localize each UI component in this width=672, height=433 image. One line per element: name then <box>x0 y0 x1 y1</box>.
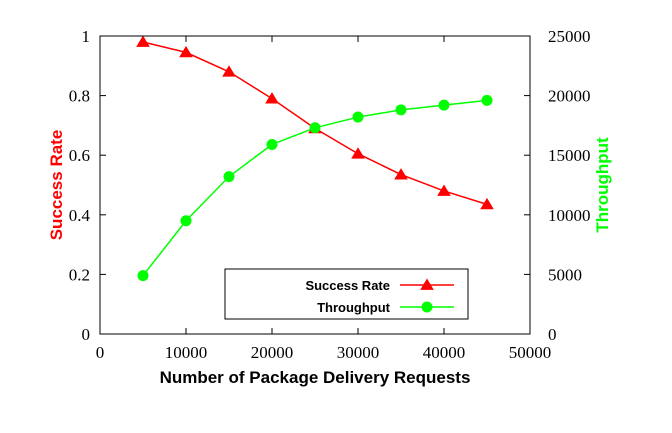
data-point-throughput <box>395 104 407 116</box>
x-tick-label: 10000 <box>165 343 208 362</box>
data-point-throughput <box>137 270 149 282</box>
x-tick-label: 20000 <box>251 343 294 362</box>
y-right-axis-title: Throughput <box>593 137 612 233</box>
data-point-success-rate <box>394 168 408 180</box>
legend-label-throughput: Throughput <box>317 300 391 315</box>
legend-marker-triangle-icon <box>420 278 434 290</box>
x-tick-label: 0 <box>96 343 105 362</box>
data-point-throughput <box>180 215 192 227</box>
legend-label-success-rate: Success Rate <box>305 278 390 293</box>
plot-frame <box>99 35 531 335</box>
y-right-tick-label: 5000 <box>548 265 582 284</box>
data-point-success-rate <box>136 35 150 47</box>
data-point-success-rate <box>437 184 451 196</box>
y-right-tick-label: 0 <box>548 325 557 344</box>
y-right-tick-label: 15000 <box>548 146 591 165</box>
x-tick-label: 40000 <box>423 343 466 362</box>
data-point-success-rate <box>265 92 279 104</box>
legend: Success Rate Throughput <box>224 268 469 320</box>
data-point-throughput <box>352 111 364 123</box>
y-left-tick-label: 0.4 <box>69 206 91 225</box>
ticks-layer: 0 10000 20000 30000 40000 5000000.20.40.60.81… <box>69 27 591 362</box>
x-tick-label: 50000 <box>509 343 552 362</box>
x-axis-title: Number of Package Delivery Requests <box>160 368 471 387</box>
data-point-success-rate <box>480 197 494 210</box>
y-left-axis-title: Success Rate <box>47 130 66 241</box>
y-left-tick-label: 1 <box>82 27 91 46</box>
data-point-throughput <box>223 171 235 183</box>
y-left-tick-label: 0.8 <box>69 87 90 106</box>
data-point-success-rate <box>351 147 365 159</box>
data-point-throughput <box>481 94 493 106</box>
y-left-tick-label: 0.6 <box>69 146 90 165</box>
x-tick-label: 30000 <box>337 343 380 362</box>
y-right-tick-label: 10000 <box>548 206 591 225</box>
y-left-tick-label: 0.2 <box>69 265 90 284</box>
legend-marker-circle-icon <box>421 301 433 313</box>
data-point-throughput <box>309 122 321 134</box>
y-right-tick-label: 25000 <box>548 27 591 46</box>
y-left-tick-label: 0 <box>82 325 91 344</box>
data-point-success-rate <box>179 45 193 58</box>
data-point-success-rate <box>222 65 236 77</box>
y-right-tick-label: 20000 <box>548 87 591 106</box>
data-point-throughput <box>266 138 278 150</box>
data-point-throughput <box>438 99 450 111</box>
series-layer <box>136 35 494 282</box>
